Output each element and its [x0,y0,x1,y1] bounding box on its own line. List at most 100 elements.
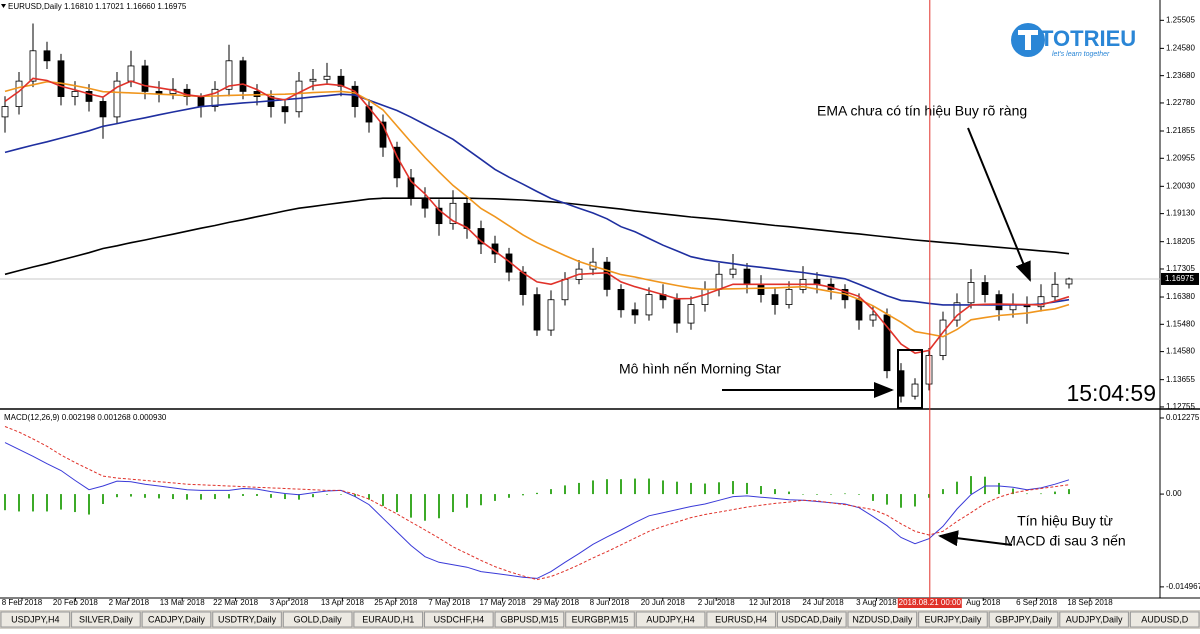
macd-histogram-bar [18,494,20,512]
arrow [967,127,1031,282]
tab-label[interactable]: AUDJPY,Daily [1066,614,1123,624]
macd-histogram-bar [1054,491,1056,495]
macd-histogram-bar [452,494,454,513]
macd-histogram-bar [4,494,6,511]
candle-body [197,96,205,107]
candle-body [99,101,107,118]
macd-histogram-bar [1026,493,1028,495]
tab[interactable] [0,611,71,628]
macd-histogram-bar [382,494,384,506]
candle-body [1,106,9,118]
tab[interactable] [1059,611,1129,628]
tab-label[interactable]: GBPJPY,Daily [995,614,1052,624]
tab[interactable] [918,611,988,628]
crosshair-label-bg [897,598,962,608]
candle-body [967,282,975,304]
macd-histogram-bar [270,494,272,498]
candle-body [925,355,933,385]
macd-histogram-bar [522,494,524,496]
tab[interactable] [847,611,918,628]
y-tick-label: 1.12755 [1166,402,1195,411]
annotation: EMA chưa có tín hiệu Buy rõ ràng [817,103,1027,119]
candle-body [701,289,709,305]
tab[interactable] [635,611,706,628]
macd-histogram-bar [620,479,622,495]
macd-histogram-bar [368,494,370,500]
candle-body [309,78,317,82]
macd-histogram-bar [858,494,860,495]
candle-body [687,304,695,324]
x-tick-label: 17 May 2018 [479,598,526,607]
tab[interactable] [988,611,1059,628]
clock: 15:04:59 [1066,380,1156,406]
candle-body [71,91,79,97]
macd-histogram-bar [410,494,412,518]
macd-histogram-bar [928,494,930,498]
x-tick-label: 29 May 2018 [533,598,580,607]
arrow [938,530,1013,547]
tab-label[interactable]: USDCHF,H4 [434,614,485,624]
macd-histogram-bar [60,494,62,510]
tab-label[interactable]: USDTRY,Daily [218,614,277,624]
tab[interactable] [776,611,847,628]
tab-label[interactable]: USDJPY,H4 [11,614,59,624]
annotation: Mô hình nến Morning Star [619,361,781,377]
candle-body [449,202,457,225]
tab-label[interactable]: AUDJPY,H4 [646,614,694,624]
macd-histogram-bar [424,494,426,521]
macd-histogram-bar [536,492,538,495]
candle-body [155,91,163,94]
tab[interactable] [212,611,282,628]
macd-histogram-bar [200,494,202,500]
macd-histogram-bar [998,482,1000,495]
annotation: Tín hiệu Buy từ [1017,513,1113,529]
candle-body [953,302,961,321]
tab-label[interactable]: NZDUSD,Daily [852,614,913,624]
tab[interactable] [141,611,212,628]
y-tick-label: 1.20030 [1166,181,1195,190]
tab-label[interactable]: SILVER,Daily [79,614,133,624]
tab[interactable] [1129,611,1200,628]
macd-histogram-bar [116,494,118,498]
candle-body [463,202,471,229]
x-tick-label: 3 Apr 2018 [270,598,309,607]
candle-body [617,289,625,311]
pattern-box [897,349,923,409]
tab-label[interactable]: USDCAD,Daily [782,614,843,624]
macd-histogram-bar [550,489,552,495]
tab[interactable] [71,611,141,628]
macd-histogram-bar [466,494,468,508]
macd-histogram-bar [704,483,706,495]
tab-label[interactable]: EURGBP,M15 [572,614,629,624]
candle-body [281,106,289,113]
tab[interactable] [706,611,776,628]
tab-label[interactable]: EURJPY,Daily [925,614,982,624]
tab-label[interactable]: EURUSD,H4 [715,614,767,624]
tab-label[interactable]: AUDUSD,D [1141,614,1189,624]
macd-histogram-bar [228,494,230,499]
tab[interactable] [565,611,635,628]
tab[interactable] [494,611,565,628]
tab[interactable] [424,611,494,628]
x-tick-label: 13 Mar 2018 [160,598,205,607]
ema-line [4,93,1070,306]
candle-body [757,283,765,295]
macd-histogram-bar [144,494,146,498]
macd-histogram-bar [46,494,48,512]
tab-label[interactable]: EURAUD,H1 [362,614,414,624]
tab-label[interactable]: CADJPY,Daily [148,614,205,624]
tab-label[interactable]: GOLD,Daily [294,614,343,624]
macd-histogram-bar [690,482,692,495]
candle-body [295,80,303,113]
x-tick-label: 20 Feb 2018 [53,598,98,607]
macd-histogram-bar [1068,489,1070,495]
macd-histogram-bar [886,494,888,505]
tab-label[interactable]: GBPUSD,M15 [500,614,558,624]
y-tick-label: 1.14580 [1166,347,1195,356]
macd-histogram-bar [746,482,748,495]
tab[interactable] [282,611,353,628]
macd-histogram-bar [648,478,650,495]
tab[interactable] [353,611,424,628]
macd-histogram-bar [172,494,174,500]
